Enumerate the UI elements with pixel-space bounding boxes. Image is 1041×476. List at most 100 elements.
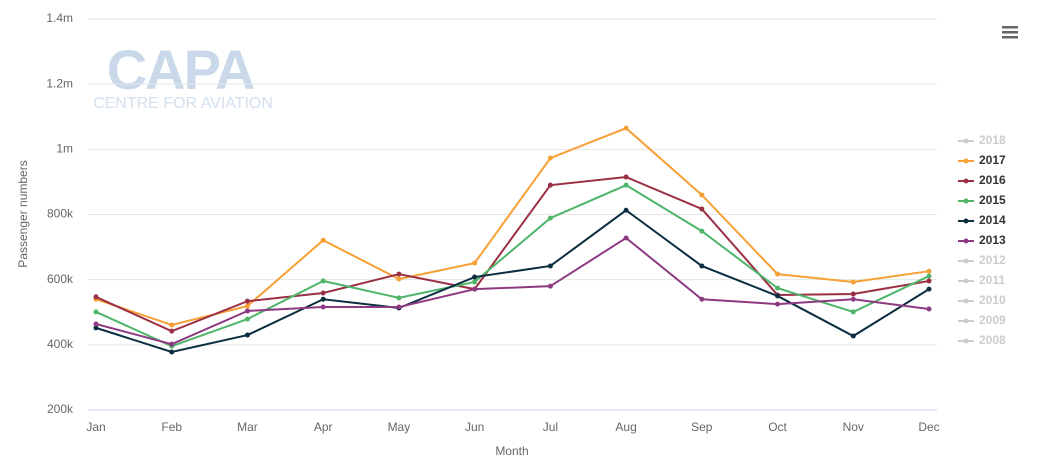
y-tick-label: 800k <box>47 207 74 221</box>
data-point <box>623 174 629 180</box>
data-point <box>472 260 478 266</box>
x-axis-label: Month <box>495 444 528 458</box>
x-tick-label: Nov <box>843 420 864 434</box>
data-point <box>396 271 402 277</box>
data-point <box>699 192 705 198</box>
data-point <box>926 306 932 312</box>
data-point <box>623 182 629 188</box>
data-point <box>850 309 856 315</box>
x-tick-label: Mar <box>237 420 258 434</box>
y-tick-label: 1m <box>56 142 73 156</box>
data-point <box>775 271 781 277</box>
data-point <box>623 207 629 213</box>
x-tick-label: May <box>388 420 411 434</box>
legend-item[interactable]: 2017 <box>979 153 1006 167</box>
legend-symbol-dot <box>963 198 969 204</box>
data-point <box>396 304 402 310</box>
legend-symbol-dot <box>963 158 969 164</box>
data-point <box>547 263 553 269</box>
legend-item[interactable]: 2009 <box>979 313 1006 327</box>
x-tick-label: Jul <box>543 420 558 434</box>
data-point <box>547 155 553 161</box>
data-point <box>926 278 932 284</box>
x-tick-label: Feb <box>161 420 182 434</box>
legend-item[interactable]: 2011 <box>979 273 1005 287</box>
data-point <box>320 304 326 310</box>
data-point <box>850 333 856 339</box>
y-tick-label: 200k <box>47 402 74 416</box>
series-line <box>95 126 930 326</box>
data-point <box>623 125 629 131</box>
data-point <box>926 286 932 292</box>
data-point <box>926 268 932 274</box>
legend-symbol-dot <box>963 218 969 224</box>
series-line <box>95 236 930 346</box>
series-line <box>95 209 930 354</box>
x-tick-label: Apr <box>314 420 333 434</box>
x-tick-label: Aug <box>615 420 636 434</box>
menu-bar <box>1002 26 1018 29</box>
x-tick-label: Jan <box>86 420 105 434</box>
legend-item[interactable]: 2013 <box>979 233 1006 247</box>
data-point <box>93 325 99 331</box>
data-point <box>472 274 478 280</box>
data-point <box>396 276 402 282</box>
data-point <box>699 296 705 302</box>
menu-bar <box>1002 31 1018 34</box>
data-point <box>623 235 629 241</box>
x-tick-label: Sep <box>691 420 713 434</box>
legend-item[interactable]: 2014 <box>979 213 1006 227</box>
data-point <box>169 349 175 355</box>
data-point <box>244 298 250 304</box>
data-point <box>169 322 175 328</box>
data-point <box>699 263 705 269</box>
y-tick-label: 600k <box>47 272 74 286</box>
data-point <box>472 286 478 292</box>
data-point <box>547 215 553 221</box>
data-point <box>472 279 478 285</box>
data-point <box>244 332 250 338</box>
data-point <box>169 328 175 334</box>
data-point <box>850 296 856 302</box>
series-line <box>95 176 930 333</box>
data-point <box>926 273 932 279</box>
data-point <box>699 206 705 212</box>
data-point <box>775 301 781 307</box>
legend-symbol-dot <box>963 338 969 344</box>
y-tick-label: 1.4m <box>46 11 73 25</box>
x-tick-label: Jun <box>465 420 484 434</box>
legend-item[interactable]: 2010 <box>979 293 1006 307</box>
legend-item[interactable]: 2018 <box>979 133 1006 147</box>
data-point <box>320 296 326 302</box>
data-point <box>775 285 781 291</box>
legend-symbol-dot <box>963 178 969 184</box>
data-point <box>93 321 99 327</box>
legend-item[interactable]: 2008 <box>979 333 1006 347</box>
menu-icon[interactable] <box>1002 26 1018 39</box>
data-point <box>320 290 326 296</box>
data-point <box>396 295 402 301</box>
x-tick-label: Oct <box>768 420 787 434</box>
data-point <box>93 294 99 300</box>
data-point <box>547 283 553 289</box>
watermark-subtitle: CENTRE FOR AVIATION <box>93 95 273 112</box>
data-point <box>320 237 326 243</box>
data-point <box>850 279 856 285</box>
legend-item[interactable]: 2015 <box>979 193 1006 207</box>
data-point <box>547 182 553 188</box>
legend-symbol-dot <box>963 318 969 324</box>
watermark-title: CAPA <box>107 38 254 101</box>
y-axis-label: Passenger numbers <box>16 160 30 267</box>
data-point <box>244 308 250 314</box>
data-point <box>320 278 326 284</box>
legend-item[interactable]: 2012 <box>979 253 1006 267</box>
legend-symbol-dot <box>963 258 969 264</box>
data-point <box>775 293 781 299</box>
x-tick-label: Dec <box>918 420 939 434</box>
legend-item[interactable]: 2016 <box>979 173 1006 187</box>
y-tick-label: 400k <box>47 337 74 351</box>
legend-symbol-dot <box>963 238 969 244</box>
data-point <box>93 309 99 315</box>
data-point <box>169 341 175 347</box>
